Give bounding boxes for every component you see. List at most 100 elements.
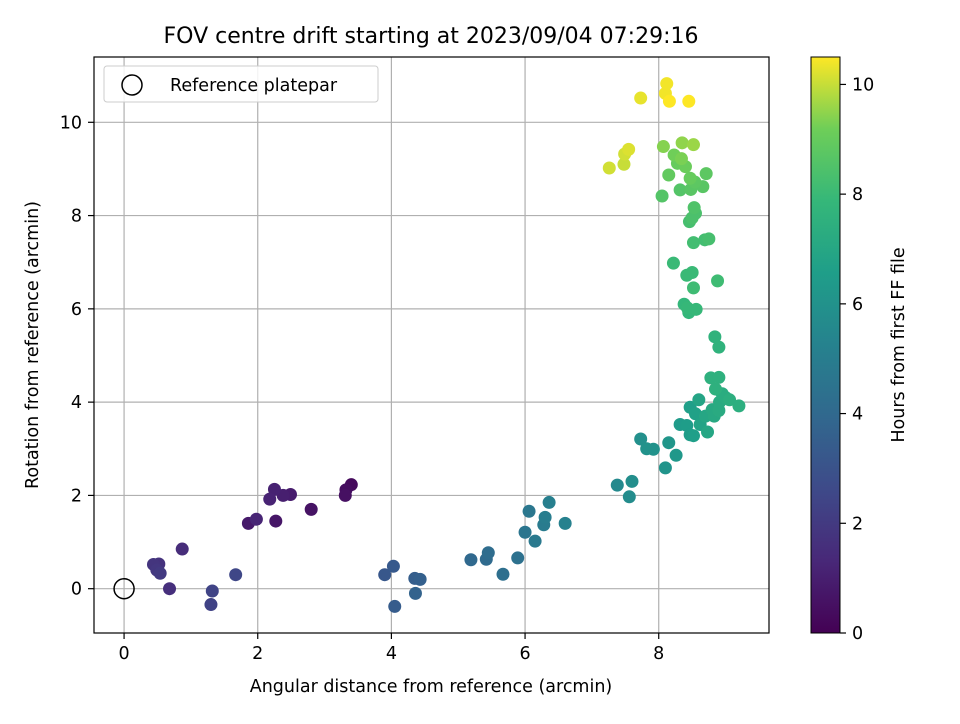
data-point [646,442,660,456]
data-point [634,432,648,446]
data-point [686,429,700,443]
data-point [622,142,636,156]
legend-box [103,65,379,103]
x-tick-label: 2 [252,644,263,664]
reference-marker [113,577,135,600]
data-point [683,171,697,185]
y-axis-ticks: 0 2 4 6 8 10 [60,113,94,600]
data-point [610,478,624,492]
data-point [269,514,283,528]
data-point [675,136,689,150]
data-point [680,301,694,315]
colorbar-tick-label: 2 [852,514,863,534]
data-point [687,201,701,215]
data-point [673,183,687,197]
data-point [153,566,167,580]
data-point [204,598,218,612]
data-point [723,393,737,407]
legend: Reference platepar [103,65,379,103]
colorbar-gradient [810,56,841,634]
data-point [205,584,219,598]
data-point [634,91,648,105]
colorbar: 0 2 4 6 8 10 Hours from first FF file [810,56,909,644]
data-point [669,448,683,462]
data-point [163,582,177,596]
y-tick-label: 8 [71,207,82,227]
data-point [602,161,616,175]
data-point [655,189,669,203]
data-point [709,382,723,396]
data-point [175,542,189,556]
data-points [146,77,746,613]
y-tick-label: 4 [71,393,82,413]
colorbar-ticks: 0 2 4 6 8 10 [840,75,874,644]
data-point [685,265,699,279]
data-point [686,281,700,295]
data-point [413,572,427,586]
data-point [622,490,636,504]
data-point [732,399,746,413]
data-point [522,504,536,518]
data-point [538,510,552,524]
data-point [660,77,674,91]
data-point [528,534,542,548]
legend-reference-icon [121,74,143,96]
data-point [686,138,700,152]
data-point [702,232,716,246]
data-point [558,516,572,530]
data-point [686,236,700,250]
data-point [688,407,702,421]
data-point [712,340,726,354]
data-point [656,140,670,154]
data-point [699,167,713,181]
data-point [263,492,277,506]
reference-point [113,577,135,600]
colorbar-tick-label: 4 [852,405,863,425]
y-tick-label: 2 [71,486,82,506]
plot-area-frame [93,56,770,634]
data-point [267,482,281,496]
y-axis-label: Rotation from reference (arcmin) [23,201,43,489]
colorbar-tick-label: 6 [852,295,863,315]
data-point [674,152,688,166]
data-point [662,94,676,108]
colorbar-tick-label: 8 [852,185,863,205]
data-point [464,553,478,567]
data-point [542,495,556,509]
data-point [662,168,676,182]
data-point [408,586,422,600]
x-tick-label: 0 [119,644,130,664]
data-point [682,94,696,108]
colorbar-tick-label: 0 [852,624,863,644]
data-point [496,567,510,581]
x-axis-label: Angular distance from reference (arcmin) [250,677,613,697]
data-point [388,599,402,613]
data-point [511,551,525,565]
colorbar-tick-label: 10 [852,75,874,95]
data-point [378,568,392,582]
data-point [708,330,722,344]
data-point [304,502,318,516]
x-tick-label: 4 [386,644,397,664]
data-point [666,256,680,270]
data-point [386,559,400,573]
x-tick-label: 6 [519,644,530,664]
y-tick-label: 10 [60,113,82,133]
x-tick-label: 8 [653,644,664,664]
y-tick-label: 0 [71,580,82,600]
data-point [658,461,672,475]
data-point [662,436,676,450]
data-point [712,370,726,384]
y-tick-label: 6 [71,300,82,320]
data-point [625,474,639,488]
data-point [701,425,715,439]
legend-label: Reference platepar [170,76,338,96]
data-point [481,546,495,560]
data-point [518,525,532,539]
data-point [692,393,706,407]
colorbar-label: Hours from first FF file [889,247,909,442]
chart-title: FOV centre drift starting at 2023/09/04 … [164,24,699,49]
data-point [711,274,725,288]
